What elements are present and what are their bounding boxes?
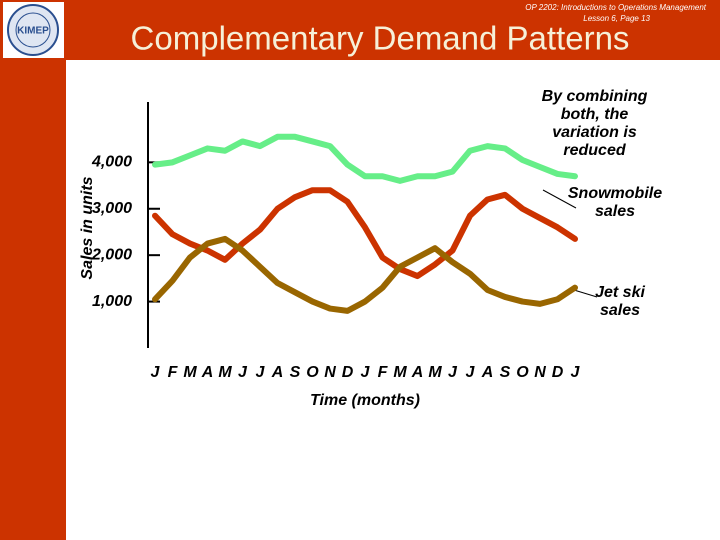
x-tick-label: J (256, 364, 266, 381)
y-tick-label: 4,000 (91, 154, 132, 171)
x-tick-label: J (466, 364, 476, 381)
x-tick-label: J (448, 364, 458, 381)
pointer (573, 289, 598, 298)
chart-title: Complementary Demand Patterns (131, 20, 630, 57)
y-tick-label: 3,000 (92, 200, 132, 217)
y-tick-label: 1,000 (92, 293, 132, 310)
x-tick-label: N (534, 364, 546, 381)
x-tick-label: J (571, 364, 581, 381)
x-tick-label: O (516, 364, 529, 381)
x-tick-label: M (393, 364, 407, 381)
lesson-text: Lesson 6, Page 13 (583, 14, 650, 23)
x-axis-label: Time (months) (310, 392, 420, 409)
x-tick-label: D (552, 364, 564, 381)
x-tick-label: F (378, 364, 389, 381)
series-line (152, 133, 578, 184)
x-tick-label: A (411, 364, 424, 381)
x-tick-label: S (500, 364, 511, 381)
x-tick-label: J (238, 364, 248, 381)
series-line (152, 235, 578, 314)
x-tick-label: M (428, 364, 442, 381)
logo (7, 4, 59, 56)
side-band (0, 0, 66, 540)
y-axis-label: Sales in units (79, 176, 96, 279)
logo-ring (15, 12, 51, 48)
x-tick-label: F (168, 364, 179, 381)
series-label: Jet ski sales (595, 284, 645, 319)
y-tick-label: 2,000 (91, 246, 132, 263)
x-tick-label: S (290, 364, 301, 381)
x-tick-label: A (271, 364, 284, 381)
x-tick-label: A (481, 364, 494, 381)
logo-text: KIMEP (17, 26, 49, 37)
x-tick-label: M (218, 364, 232, 381)
series-label: Snowmobile sales (567, 185, 663, 220)
x-tick-label: O (306, 364, 319, 381)
x-tick-label: N (324, 364, 336, 381)
series-line (152, 187, 578, 280)
x-tick-label: J (151, 364, 161, 381)
x-tick-label: A (201, 364, 214, 381)
header-band (0, 0, 720, 60)
pointer (542, 189, 577, 209)
series-label: By combining both, the variation is redu… (541, 88, 648, 159)
x-tick-label: D (342, 364, 354, 381)
x-tick-label: J (361, 364, 371, 381)
x-tick-label: M (183, 364, 197, 381)
course-text: OP 2202: Introductions to Operations Man… (525, 3, 706, 12)
